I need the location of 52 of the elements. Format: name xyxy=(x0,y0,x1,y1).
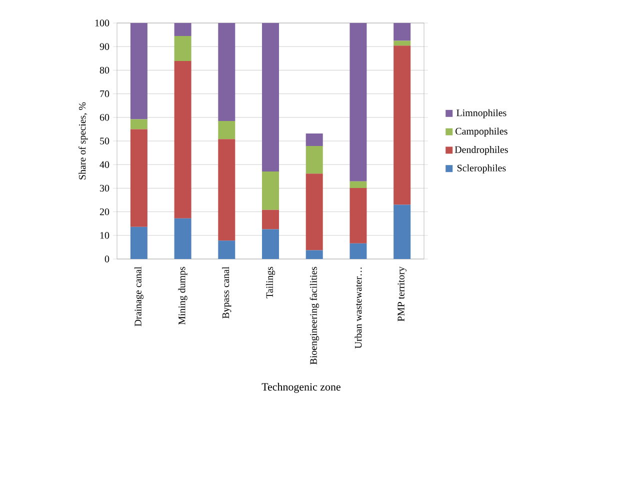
bar xyxy=(394,22,411,41)
y-tick-label: 70 xyxy=(100,90,110,98)
bar xyxy=(394,46,411,205)
bar xyxy=(262,229,280,259)
bar xyxy=(262,210,280,230)
bar xyxy=(262,171,280,210)
bar xyxy=(174,22,192,36)
bar xyxy=(130,22,148,120)
bar xyxy=(306,250,323,259)
bar xyxy=(350,188,367,244)
x-tick-label: PMP territory xyxy=(398,266,406,322)
legend-label: Dendrophiles xyxy=(454,146,508,156)
y-axis-title: Share of species, % xyxy=(78,102,88,180)
x-axis-title: Technogenic zone xyxy=(262,382,340,393)
bar xyxy=(306,133,323,146)
y-tick-label: 60 xyxy=(100,114,110,121)
bar xyxy=(394,40,411,46)
y-tick-label: 40 xyxy=(100,161,110,168)
bar xyxy=(218,240,236,259)
bar xyxy=(306,174,323,250)
bar xyxy=(262,22,280,172)
y-tick-label: 10 xyxy=(100,232,110,239)
legend-label: Limnophiles xyxy=(456,109,506,118)
bar xyxy=(174,60,192,218)
bar xyxy=(174,218,192,259)
bar xyxy=(218,139,236,241)
x-tick-label: Bioengineering facilities xyxy=(310,266,319,364)
legend-label: Sclerophiles xyxy=(457,164,506,174)
x-tick-label: Tailings xyxy=(266,266,276,298)
bar xyxy=(218,22,236,121)
x-tick-label: Bypass canal xyxy=(222,266,232,319)
bar xyxy=(350,181,367,188)
bar xyxy=(174,36,192,61)
y-tick-label: 20 xyxy=(100,208,110,216)
y-tick-label: 0 xyxy=(104,256,110,262)
y-tick-label: 80 xyxy=(100,66,110,74)
y-tick-label: 100 xyxy=(95,20,110,26)
bar xyxy=(130,119,148,130)
bar xyxy=(350,22,367,182)
y-tick-label: 30 xyxy=(100,184,110,192)
bar xyxy=(130,129,148,227)
x-tick-label: Urban wastewater… xyxy=(354,268,362,348)
y-tick-label: 90 xyxy=(100,43,110,50)
bar xyxy=(350,243,367,259)
legend-label: Campophiles xyxy=(456,128,508,137)
y-tick-label: 50 xyxy=(100,138,110,144)
x-tick-label: Mining dumps xyxy=(178,266,188,325)
bar xyxy=(218,120,236,140)
x-tick-label: Drainage canal xyxy=(134,266,144,326)
bar xyxy=(394,204,411,259)
bar xyxy=(306,146,323,174)
bar xyxy=(130,226,148,259)
